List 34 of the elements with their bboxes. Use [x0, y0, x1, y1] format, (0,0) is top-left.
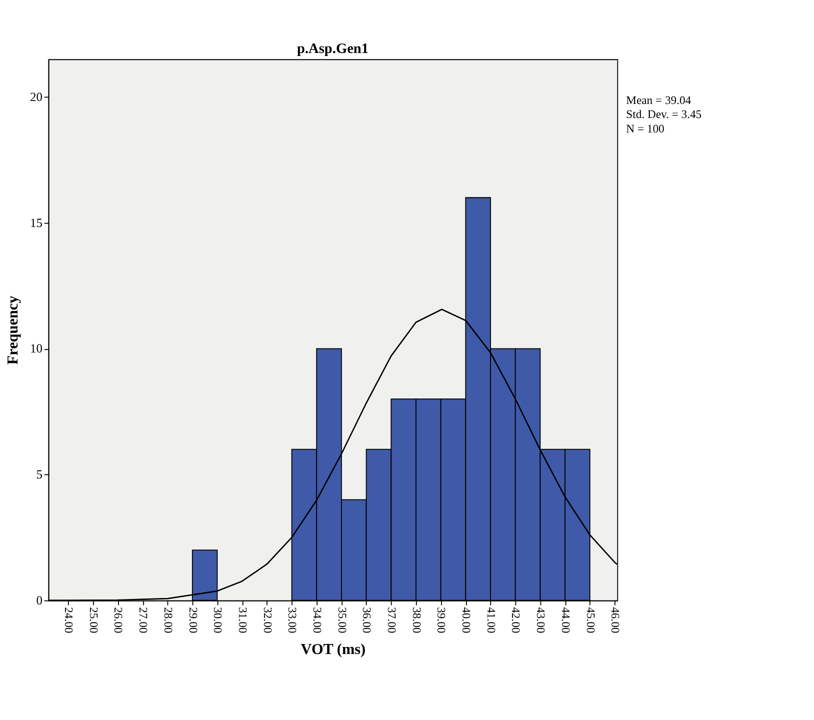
x-tick-label: 40.00 [460, 607, 473, 634]
text: Mean = 39.04 [626, 94, 692, 107]
x-tick-label: 25.00 [86, 607, 100, 634]
x-tick-label: 36.00 [360, 607, 374, 634]
x-tick-label: 32.00 [260, 607, 274, 634]
y-tick-label: 0 [36, 593, 42, 608]
x-axis-title: VOT (ms) [300, 640, 366, 658]
text: N = 100 [626, 122, 664, 136]
x-tick-label: 38.00 [410, 607, 423, 634]
x-tick-label: 41.00 [484, 607, 498, 634]
x-tick-label: 46.00 [608, 607, 622, 634]
x-tick-label: 28.00 [161, 607, 174, 634]
y-tick-label: 5 [36, 468, 42, 482]
x-tick-label: 26.00 [112, 607, 125, 634]
y-tick-label: 10 [30, 342, 42, 356]
x-tick-label: 34.00 [310, 607, 324, 634]
x-tick-label: 33.00 [286, 607, 299, 634]
y-tick-label: 20 [30, 90, 42, 104]
x-tick-label: 35.00 [335, 607, 348, 634]
x-tick-label: 44.00 [558, 607, 572, 634]
x-tick-label: 30.00 [211, 607, 224, 634]
x-tick-label: 43.00 [534, 607, 548, 634]
x-tick-label: 45.00 [584, 607, 597, 634]
x-tick-label: 37.00 [385, 607, 398, 634]
x-tick-label: 24.00 [62, 607, 76, 634]
text: Std. Dev. = 3.45 [626, 108, 702, 122]
chart-title: p.Asp.Gen1 [297, 40, 369, 57]
x-tick-label: 42.00 [509, 607, 522, 634]
x-tick-label: 39.00 [434, 607, 448, 634]
x-tick-label: 29.00 [186, 607, 200, 634]
x-tick-label: 31.00 [236, 607, 249, 634]
y-axis-title: Frequency [4, 295, 22, 365]
y-tick-label: 15 [30, 216, 42, 230]
x-tick-label: 27.00 [136, 607, 150, 634]
